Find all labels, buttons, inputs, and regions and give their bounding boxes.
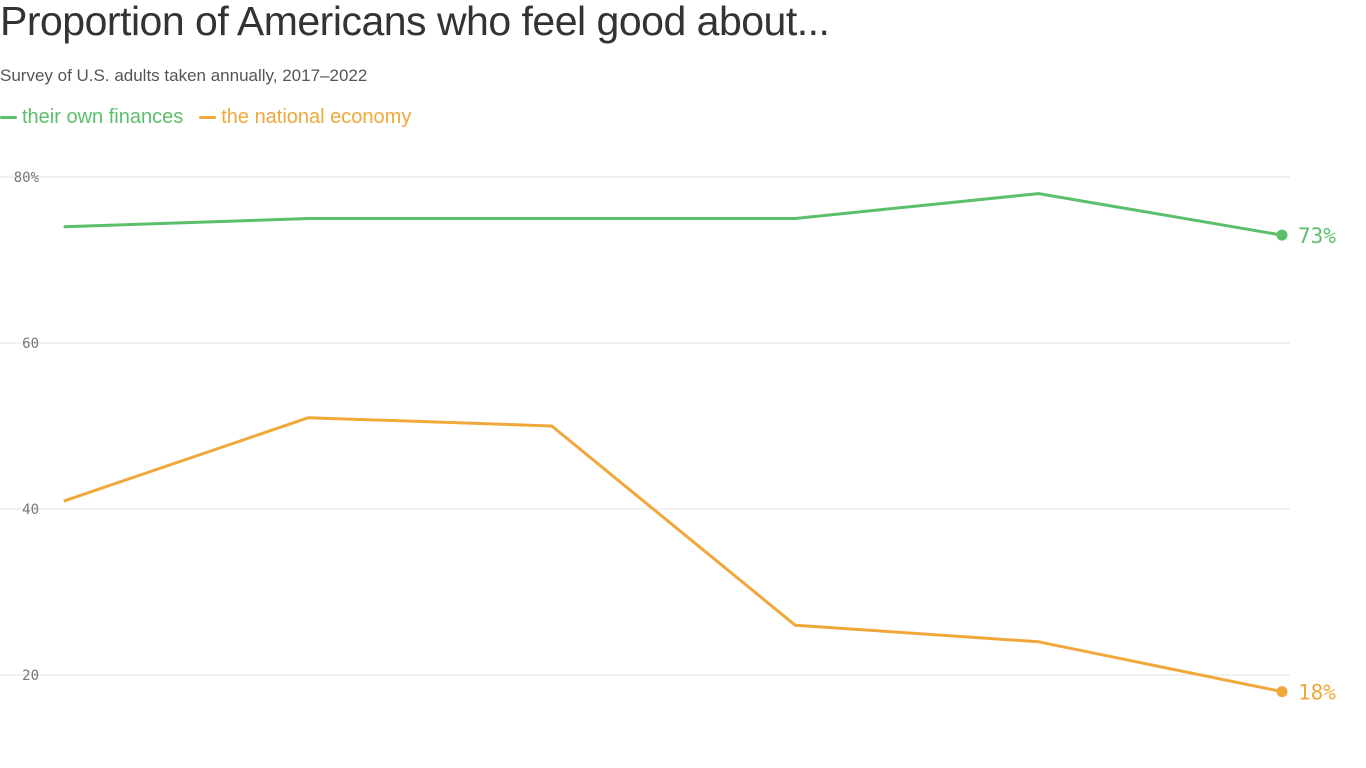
legend-label-national-economy: the national economy xyxy=(221,106,412,128)
legend: their own finances the national economy xyxy=(0,106,427,129)
legend-swatch-national-economy xyxy=(199,116,217,119)
chart-subtitle: Survey of U.S. adults taken annually, 20… xyxy=(0,66,368,85)
series-line-national-economy xyxy=(63,416,1284,694)
legend-swatch-own-finances xyxy=(0,116,17,119)
legend-item-national-economy: the national economy xyxy=(199,106,411,129)
legend-label-own-finances: their own finances xyxy=(22,106,184,128)
y-tick-label-80: 80% xyxy=(14,170,40,186)
end-label-own-finances: 73% xyxy=(1298,224,1336,248)
chart-title: Proportion of Americans who feel good ab… xyxy=(0,0,830,44)
end-label-national-economy: 18% xyxy=(1298,681,1336,705)
y-tick-label-60: 60 xyxy=(22,336,39,352)
y-tick-label-40: 40 xyxy=(22,502,39,518)
end-point-own-finances xyxy=(1276,229,1288,241)
legend-item-own-finances: their own finances xyxy=(0,106,183,129)
end-point-national-economy xyxy=(1276,686,1288,698)
series-line-own-finances xyxy=(63,192,1284,237)
y-tick-label-20: 20 xyxy=(22,668,39,684)
